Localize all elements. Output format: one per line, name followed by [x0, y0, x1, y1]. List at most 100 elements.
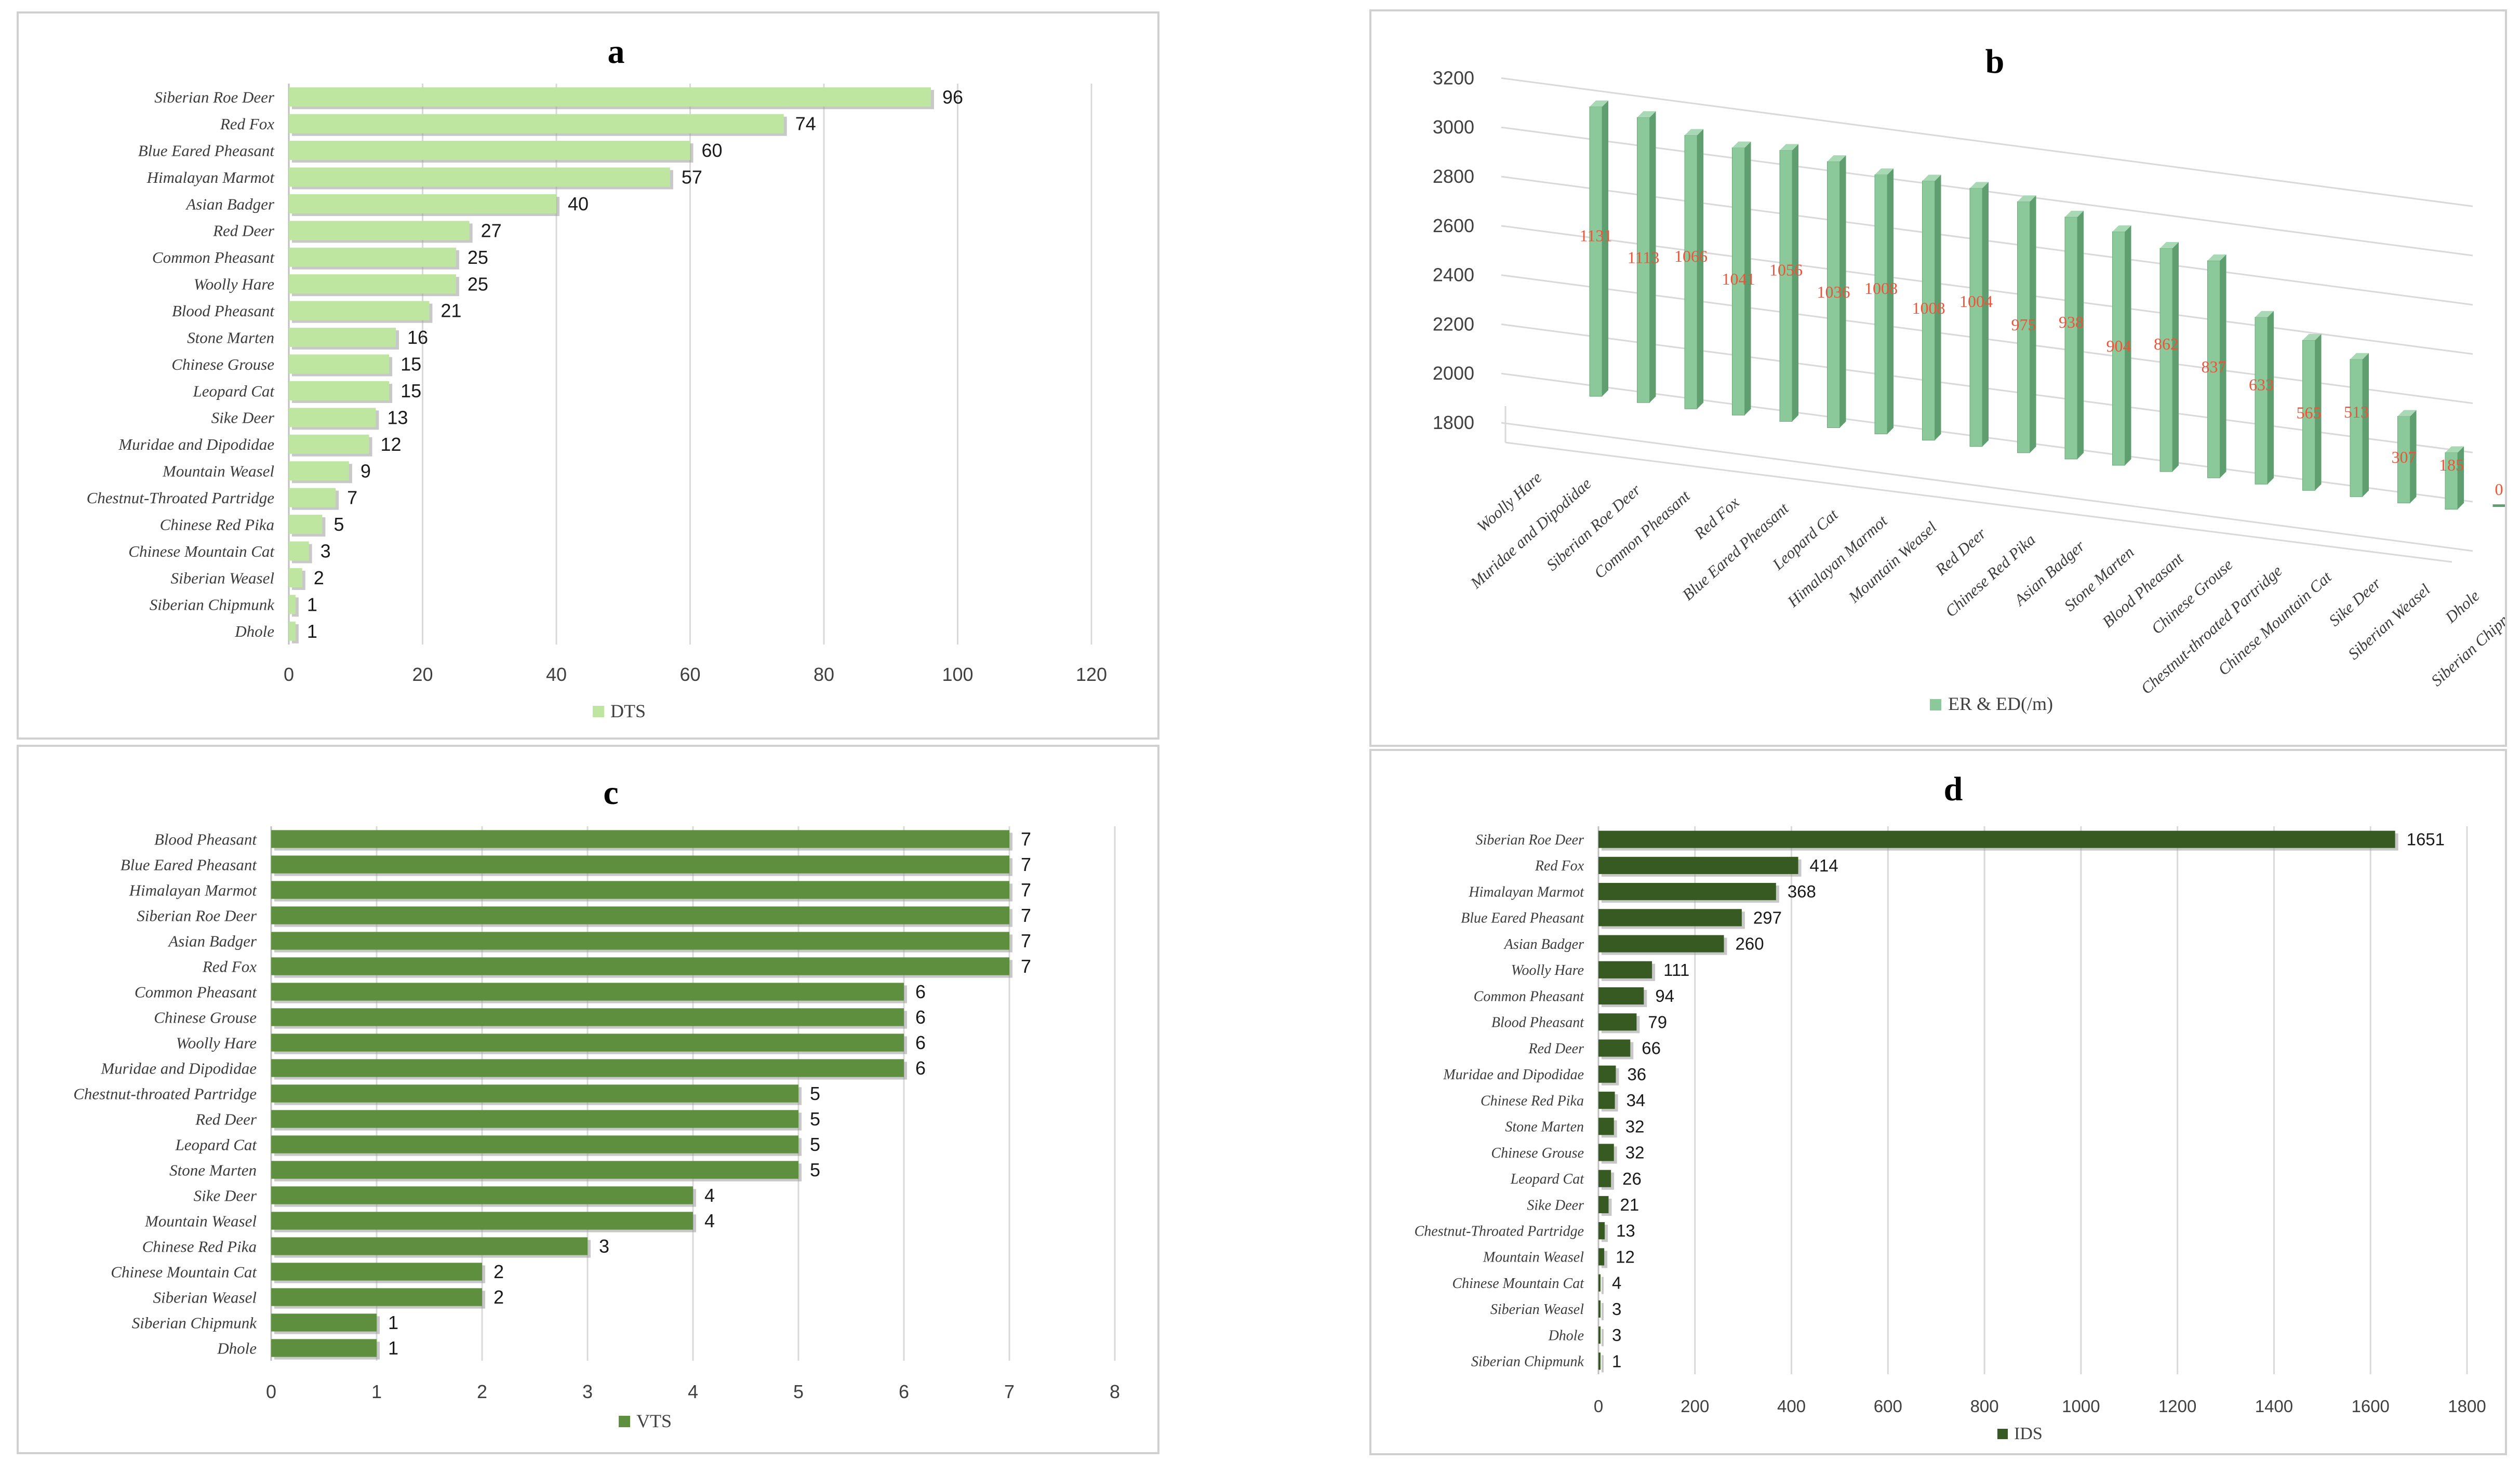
column-side: [1887, 168, 1894, 434]
bar: [289, 568, 302, 587]
bar: [271, 1313, 377, 1332]
x-tick-label: 0: [266, 1381, 276, 1402]
column-side: [2410, 410, 2417, 503]
category-label: Chinese Red Pika: [142, 1237, 257, 1255]
bar: [1598, 935, 1724, 953]
data-label: 15: [401, 380, 421, 401]
bar: [271, 1110, 798, 1128]
data-label: 25: [468, 273, 488, 294]
data-label: 6: [915, 1032, 926, 1053]
bar: [271, 1288, 482, 1306]
category-label: Chinese Red Pika: [160, 515, 274, 533]
bar-shadow: [1602, 1355, 1604, 1373]
bar: [289, 114, 784, 133]
bar-shadow: [1602, 1277, 1604, 1294]
data-label: 2: [314, 567, 324, 588]
y-tick-label: 2200: [1433, 313, 1474, 334]
data-label: 40: [568, 193, 589, 214]
column-top: [2350, 353, 2369, 359]
x-tick-label: 200: [1681, 1397, 1709, 1416]
data-label: 368: [1788, 882, 1816, 901]
y-tick-label: 2600: [1433, 215, 1474, 236]
data-label: 6: [915, 1057, 926, 1079]
bar: [1598, 1091, 1615, 1109]
data-label: 32: [1625, 1117, 1645, 1136]
category-label: Himalayan Marmot: [1783, 511, 1891, 611]
data-label: 1036: [1817, 283, 1850, 301]
data-label: 25: [468, 247, 488, 268]
column-side: [1935, 175, 1941, 440]
data-label: 1008: [1912, 299, 1945, 317]
x-tick-label: 800: [1970, 1397, 1999, 1416]
category-label: Chinese Grouse: [154, 1008, 257, 1026]
data-label: 12: [381, 434, 402, 455]
bar: [289, 167, 670, 187]
bar: [271, 1186, 693, 1204]
data-label: 4: [704, 1185, 715, 1206]
column-side: [1982, 182, 1989, 447]
column-top: [1922, 175, 1941, 181]
data-label: 15: [401, 354, 421, 375]
data-label: 5: [810, 1083, 820, 1104]
column-side: [1649, 111, 1656, 403]
bar: [289, 461, 349, 481]
category-label: Muridae and Dipodidae: [118, 435, 274, 453]
bar: [1598, 1196, 1609, 1214]
x-tick-label: 120: [1076, 664, 1107, 685]
bar: [289, 541, 309, 561]
category-label: Red Deer: [212, 222, 275, 240]
data-label: 111: [1663, 960, 1689, 980]
column-top: [2207, 254, 2226, 261]
data-label: 3: [1612, 1325, 1621, 1345]
data-label: 7: [1021, 854, 1031, 875]
panel-b: b 1800 2000 2200 2400 2600 2800 3000 3200 1131 Woo…: [1369, 9, 2507, 747]
bar: [271, 957, 1009, 975]
x-tick-label: 1400: [2255, 1397, 2293, 1416]
column-top: [2445, 446, 2464, 453]
column-top: [2255, 311, 2274, 317]
bar: [289, 408, 376, 427]
data-label: 7: [1021, 828, 1031, 850]
column-side: [2030, 195, 2036, 453]
category-label: Dhole: [2441, 586, 2483, 627]
data-label: 565: [2297, 404, 2322, 422]
x-tick-label: 3: [582, 1381, 593, 1402]
data-label: 5: [810, 1134, 820, 1155]
panel-c: c Blood Pheasant 7 Blue Eared Pheasant 7 Hima…: [17, 745, 1159, 1454]
category-label: Siberian Weasel: [153, 1288, 257, 1306]
x-tick-label: 6: [899, 1381, 909, 1402]
bar: [289, 221, 470, 240]
data-label: 3: [321, 541, 331, 562]
category-label: Dhole: [1548, 1327, 1584, 1344]
category-label: Chinese Mountain Cat: [1452, 1276, 1584, 1292]
category-label: Common Pheasant: [1474, 988, 1585, 1004]
category-label: Chinese Grouse: [1491, 1145, 1584, 1161]
data-label: 904: [2106, 337, 2131, 355]
column-top: [2302, 334, 2322, 340]
chart-d: d Siberian Roe Deer 1651 Red Fox 414 Himalaya…: [1415, 770, 2486, 1443]
data-label: 74: [795, 113, 816, 135]
data-label: 414: [1810, 856, 1838, 875]
chart-title: a: [608, 33, 625, 71]
category-label: Woolly Hare: [176, 1034, 257, 1052]
column-side: [1697, 129, 1703, 409]
bar: [271, 932, 1009, 950]
x-tick-label: 1000: [2062, 1397, 2100, 1416]
bar: [1598, 883, 1776, 901]
category-label: Red Fox: [1535, 858, 1584, 874]
y-tick-label: 1800: [1433, 412, 1474, 433]
category-label: Common Pheasant: [152, 248, 275, 266]
data-label: 1056: [1769, 260, 1803, 279]
bar: [1598, 1039, 1631, 1057]
category-label: Blue Eared Pheasant: [121, 855, 258, 874]
category-label: Siberian Chipmunk: [1471, 1354, 1584, 1370]
category-label: Himalayan Marmot: [129, 881, 258, 899]
x-tick-label: 20: [412, 664, 433, 685]
category-label: Sike Deer: [1527, 1197, 1584, 1213]
data-label: 3: [1612, 1299, 1621, 1319]
bar: [1598, 1222, 1605, 1240]
column-side: [2268, 311, 2274, 485]
bar: [289, 141, 690, 160]
data-label: 1008: [1864, 279, 1898, 298]
data-label: 26: [1622, 1169, 1642, 1188]
